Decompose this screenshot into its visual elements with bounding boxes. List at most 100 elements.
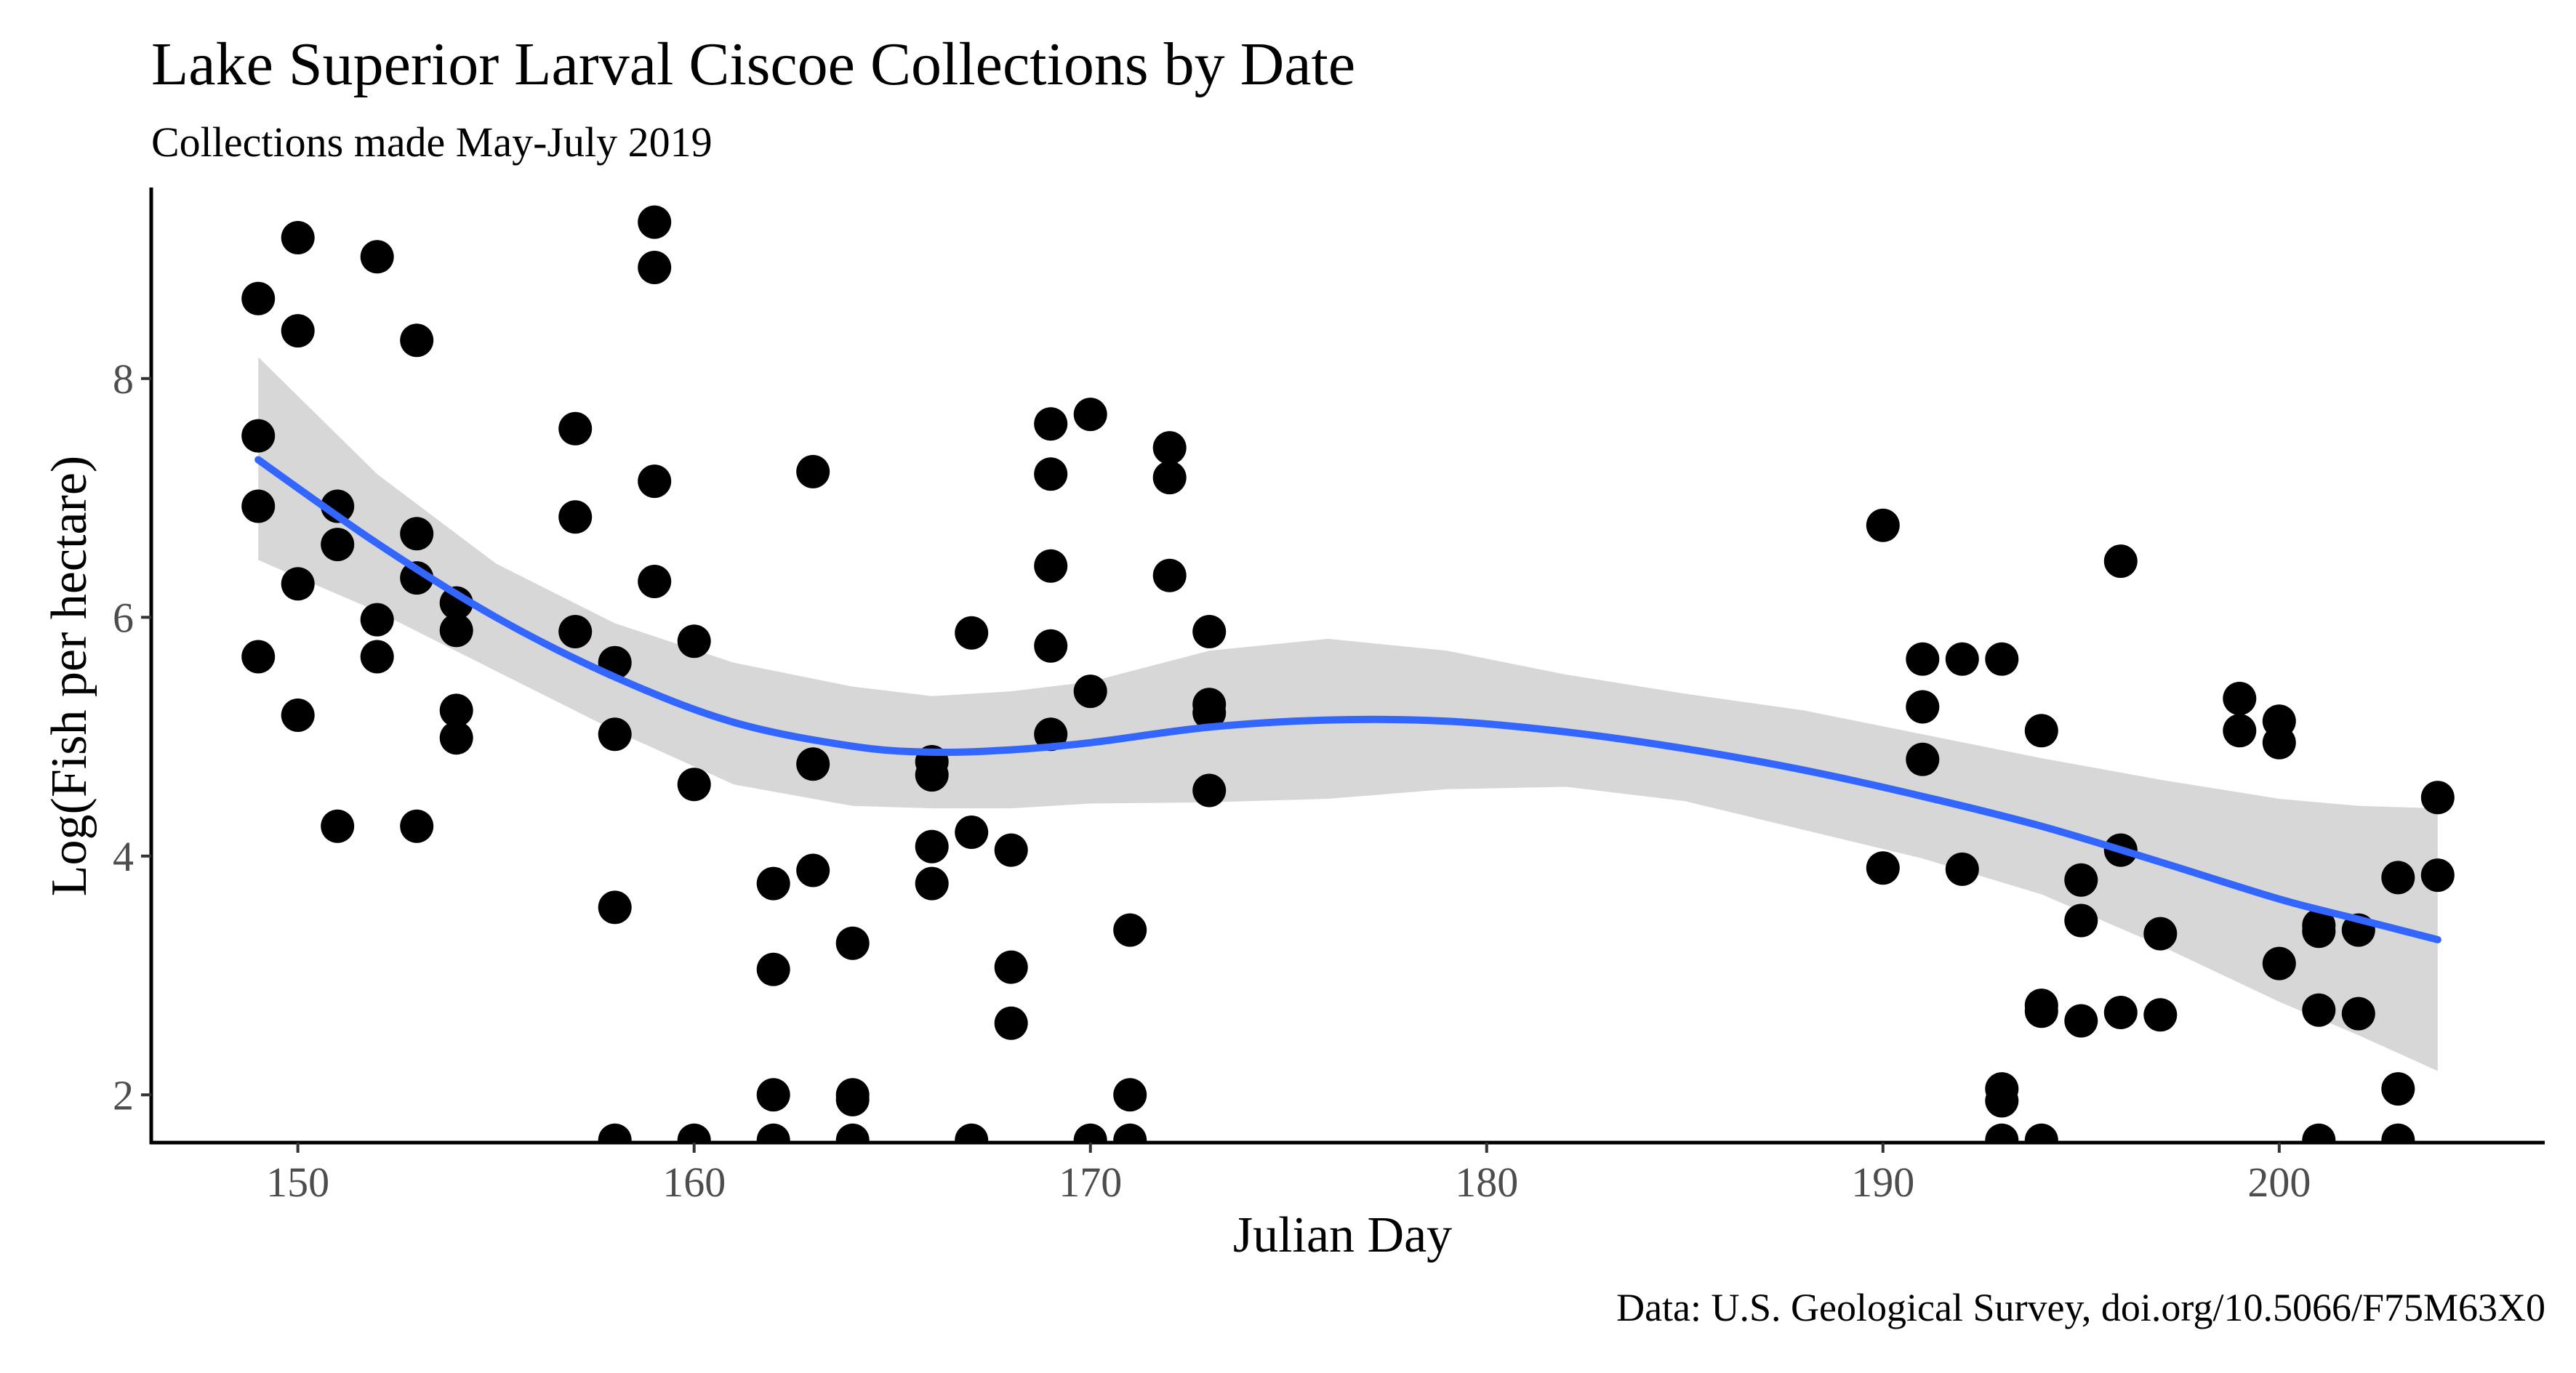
data-point bbox=[1906, 642, 1940, 676]
data-point bbox=[1034, 629, 1068, 663]
data-point bbox=[835, 1123, 870, 1143]
data-point bbox=[400, 517, 434, 551]
data-point bbox=[756, 866, 790, 901]
data-point bbox=[638, 565, 672, 598]
data-point bbox=[1866, 851, 1900, 885]
data-point bbox=[1866, 508, 1900, 542]
data-point bbox=[638, 464, 672, 499]
data-point bbox=[994, 1006, 1028, 1040]
data-point bbox=[2024, 714, 2058, 748]
data-point bbox=[2103, 544, 2138, 579]
data-point bbox=[796, 853, 830, 887]
data-point bbox=[1192, 615, 1227, 648]
data-point bbox=[241, 281, 276, 315]
data-point bbox=[955, 816, 989, 849]
data-point bbox=[677, 624, 711, 659]
y-tick-label: 8 bbox=[113, 355, 134, 403]
data-point bbox=[1034, 549, 1068, 583]
data-point bbox=[1113, 1123, 1147, 1143]
x-tick-label: 160 bbox=[662, 1159, 726, 1206]
x-tick-label: 150 bbox=[266, 1159, 329, 1206]
data-point bbox=[2143, 917, 2178, 951]
data-point bbox=[796, 747, 830, 781]
data-point bbox=[1152, 461, 1187, 495]
data-point bbox=[439, 613, 473, 648]
data-point bbox=[835, 926, 870, 960]
points-layer bbox=[241, 205, 2455, 1143]
data-point bbox=[2064, 863, 2098, 897]
data-point bbox=[677, 1123, 711, 1143]
data-point bbox=[994, 950, 1028, 984]
data-point bbox=[558, 615, 593, 648]
data-point bbox=[638, 205, 672, 239]
data-point bbox=[756, 952, 790, 986]
data-point bbox=[400, 323, 434, 358]
data-point bbox=[400, 561, 434, 595]
data-point bbox=[2262, 946, 2296, 981]
smooth-line bbox=[254, 456, 2441, 943]
data-point bbox=[2223, 682, 2257, 715]
data-point bbox=[598, 1123, 632, 1143]
data-point bbox=[796, 454, 830, 488]
data-point bbox=[1945, 852, 1979, 886]
data-point bbox=[241, 419, 276, 453]
data-point bbox=[1113, 913, 1147, 947]
data-point bbox=[360, 640, 394, 674]
data-point bbox=[1985, 1084, 2019, 1118]
data-point bbox=[2420, 858, 2455, 893]
data-point bbox=[2381, 1123, 2415, 1143]
y-tick-label: 2 bbox=[113, 1071, 134, 1119]
data-point bbox=[2381, 861, 2415, 895]
data-point bbox=[994, 833, 1028, 867]
data-point bbox=[1985, 642, 2019, 676]
data-point bbox=[400, 809, 434, 843]
data-point bbox=[360, 240, 394, 274]
data-point bbox=[1034, 457, 1068, 491]
data-point bbox=[439, 693, 473, 728]
smooth-line-layer bbox=[254, 456, 2441, 943]
data-point bbox=[2024, 1123, 2058, 1143]
data-point bbox=[2064, 903, 2098, 938]
data-point bbox=[241, 640, 276, 674]
data-point bbox=[756, 1078, 790, 1112]
data-point bbox=[1073, 1123, 1107, 1143]
y-tick-label: 4 bbox=[113, 833, 134, 880]
data-point bbox=[756, 1123, 790, 1143]
data-point bbox=[2143, 998, 2178, 1032]
y-tick-label: 6 bbox=[113, 594, 134, 641]
chart-title: Lake Superior Larval Ciscoe Collections … bbox=[151, 31, 1356, 98]
data-point bbox=[915, 866, 949, 901]
chart-subtitle: Collections made May-July 2019 bbox=[151, 118, 713, 166]
data-point bbox=[281, 221, 315, 254]
data-point bbox=[1192, 773, 1227, 808]
data-point bbox=[2223, 714, 2257, 748]
data-point bbox=[2302, 993, 2336, 1027]
data-point bbox=[955, 1123, 989, 1143]
data-point bbox=[835, 1082, 870, 1116]
y-axis-label: Log(Fish per hectare) bbox=[41, 455, 97, 897]
data-point bbox=[1152, 431, 1187, 465]
x-tick-label: 180 bbox=[1455, 1159, 1518, 1206]
data-point bbox=[955, 616, 989, 650]
data-point bbox=[2024, 994, 2058, 1028]
data-point bbox=[1073, 675, 1107, 709]
data-point bbox=[2302, 1123, 2336, 1143]
data-point bbox=[2064, 1004, 2098, 1038]
data-point bbox=[2262, 725, 2296, 760]
data-point bbox=[558, 500, 593, 534]
data-point bbox=[1985, 1123, 2019, 1143]
data-point bbox=[2420, 781, 2455, 815]
chart-caption: Data: U.S. Geological Survey, doi.org/10… bbox=[1616, 1286, 2545, 1329]
data-point bbox=[638, 251, 672, 284]
x-tick-label: 190 bbox=[1851, 1159, 1914, 1206]
data-point bbox=[281, 314, 315, 348]
data-point bbox=[360, 603, 394, 637]
confidence-band bbox=[258, 357, 2438, 1071]
data-point bbox=[915, 829, 949, 863]
data-point bbox=[1113, 1078, 1147, 1112]
data-point bbox=[558, 411, 593, 446]
data-point bbox=[321, 809, 355, 843]
data-point bbox=[598, 890, 632, 925]
x-tick-label: 200 bbox=[2247, 1159, 2311, 1206]
